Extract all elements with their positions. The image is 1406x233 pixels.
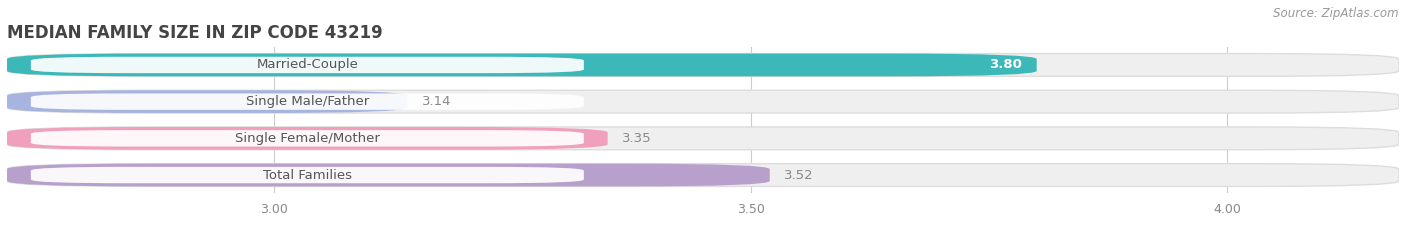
Text: 3.80: 3.80 bbox=[990, 58, 1022, 72]
Text: 3.14: 3.14 bbox=[422, 95, 451, 108]
FancyBboxPatch shape bbox=[7, 127, 1399, 150]
FancyBboxPatch shape bbox=[7, 54, 1399, 76]
FancyBboxPatch shape bbox=[7, 54, 1036, 76]
FancyBboxPatch shape bbox=[7, 90, 1399, 113]
Text: Total Families: Total Families bbox=[263, 168, 352, 182]
FancyBboxPatch shape bbox=[31, 93, 583, 110]
FancyBboxPatch shape bbox=[7, 127, 607, 150]
FancyBboxPatch shape bbox=[7, 164, 1399, 186]
FancyBboxPatch shape bbox=[7, 164, 769, 186]
Text: Single Male/Father: Single Male/Father bbox=[246, 95, 368, 108]
Text: MEDIAN FAMILY SIZE IN ZIP CODE 43219: MEDIAN FAMILY SIZE IN ZIP CODE 43219 bbox=[7, 24, 382, 42]
Text: 3.35: 3.35 bbox=[621, 132, 651, 145]
FancyBboxPatch shape bbox=[31, 130, 583, 147]
Text: 3.52: 3.52 bbox=[785, 168, 814, 182]
FancyBboxPatch shape bbox=[7, 90, 408, 113]
Text: Source: ZipAtlas.com: Source: ZipAtlas.com bbox=[1274, 7, 1399, 20]
FancyBboxPatch shape bbox=[31, 57, 583, 73]
Text: Single Female/Mother: Single Female/Mother bbox=[235, 132, 380, 145]
Text: Married-Couple: Married-Couple bbox=[256, 58, 359, 72]
FancyBboxPatch shape bbox=[31, 167, 583, 183]
